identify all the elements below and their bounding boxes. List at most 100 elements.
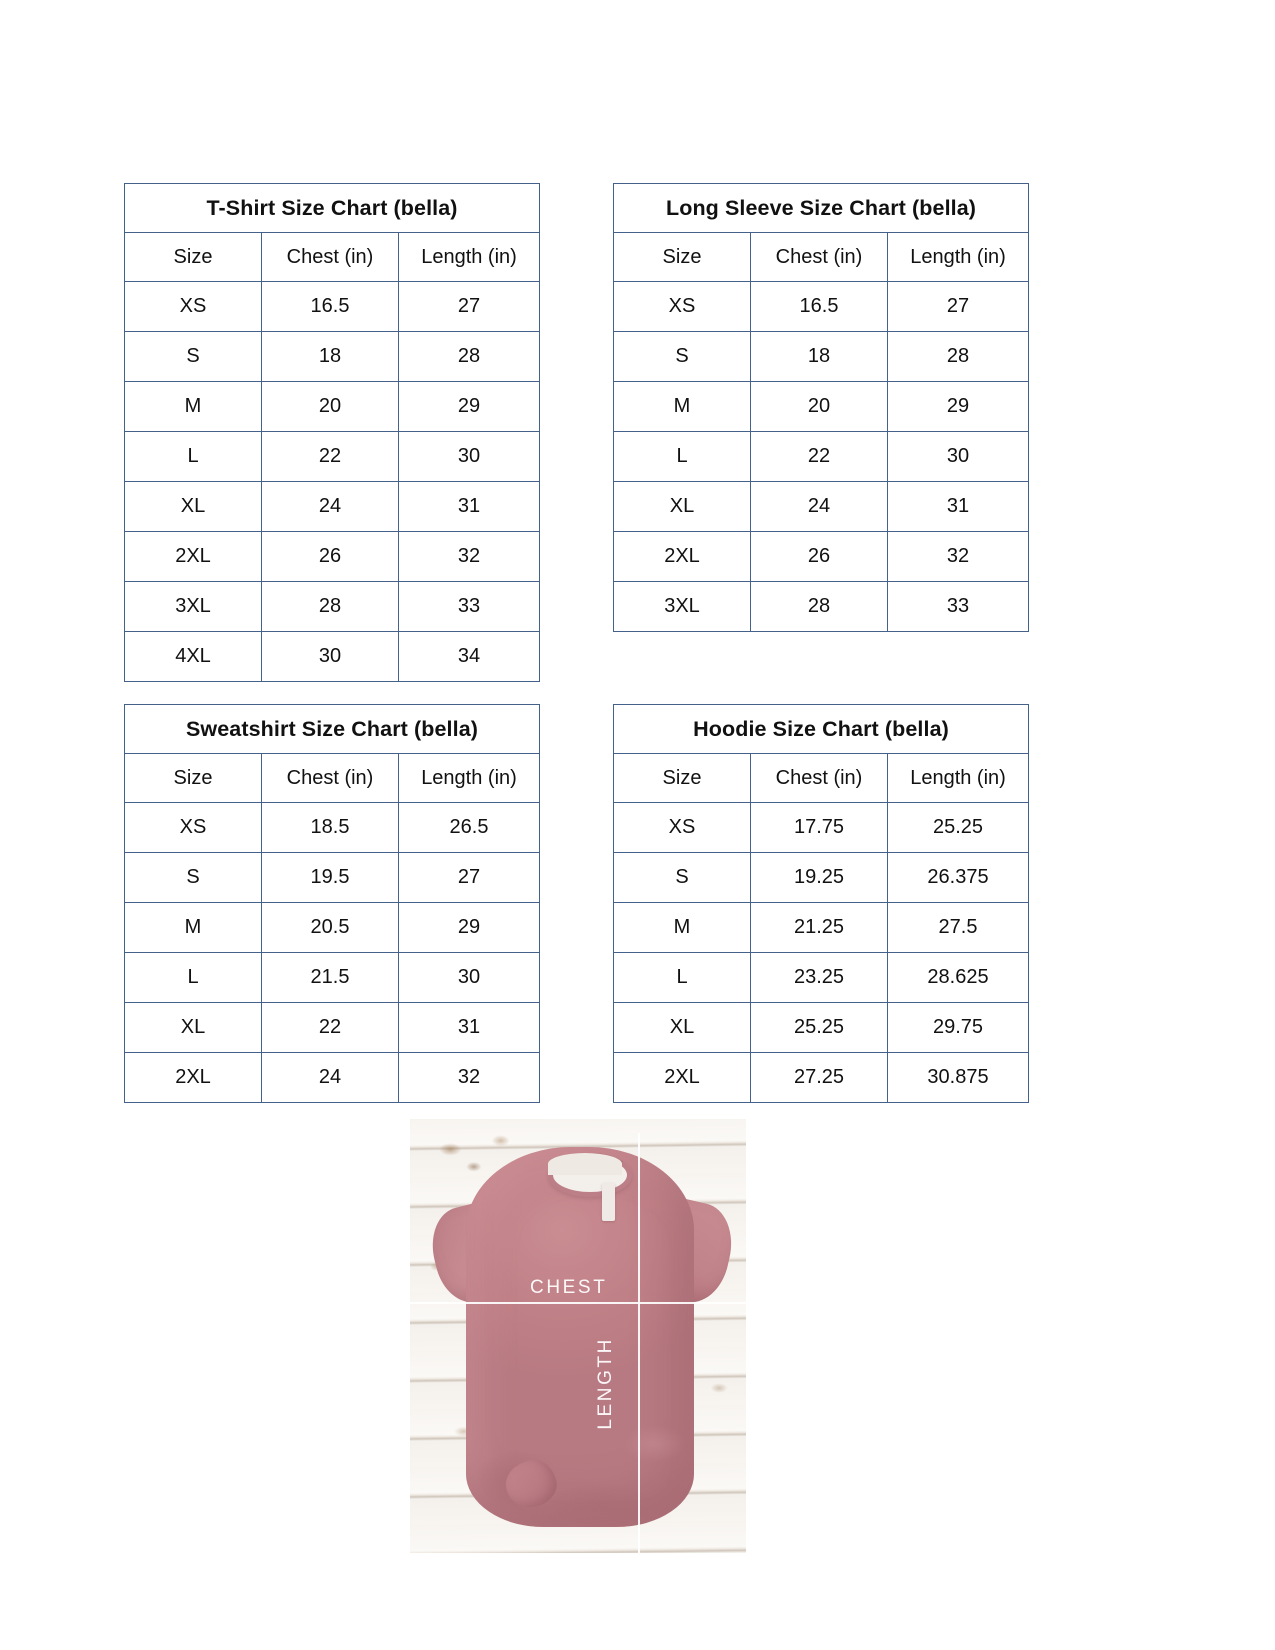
cell-chest: 20.5 bbox=[261, 902, 399, 953]
cell-size: 3XL bbox=[124, 581, 262, 632]
cell-size: L bbox=[124, 431, 262, 482]
cell-size: M bbox=[613, 381, 751, 432]
cell-length: 31 bbox=[397, 481, 541, 532]
table-row: L 22 30 bbox=[613, 431, 1030, 482]
table-title-row: Sweatshirt Size Chart (bella) bbox=[123, 704, 541, 754]
cell-size: 2XL bbox=[613, 531, 751, 582]
cell-chest: 18 bbox=[750, 331, 888, 382]
chest-measurement-label: CHEST bbox=[530, 1277, 608, 1298]
column-header-size: Size bbox=[613, 753, 751, 803]
cell-chest: 19.5 bbox=[261, 852, 399, 903]
chest-measurement-line bbox=[410, 1302, 746, 1304]
tshirt-body bbox=[466, 1147, 694, 1527]
table-row: S 18 28 bbox=[124, 331, 541, 382]
cell-chest: 30 bbox=[261, 631, 399, 682]
table-row: M 20.5 29 bbox=[124, 902, 541, 953]
table-row: 3XL 28 33 bbox=[124, 581, 541, 632]
cell-length: 29 bbox=[397, 902, 541, 953]
cell-size: M bbox=[124, 381, 262, 432]
cell-chest: 25.25 bbox=[750, 1002, 888, 1053]
cell-length: 30.875 bbox=[886, 1052, 1030, 1103]
cell-chest: 18 bbox=[261, 331, 399, 382]
cell-length: 27 bbox=[397, 852, 541, 903]
cell-length: 27 bbox=[397, 281, 541, 332]
cell-size: XL bbox=[613, 1002, 751, 1053]
table-row: L 22 30 bbox=[124, 431, 541, 482]
sweatshirt-chart-title: Sweatshirt Size Chart (bella) bbox=[123, 704, 541, 754]
table-row: XL 24 31 bbox=[124, 481, 541, 532]
table-header-row: Size Chest (in) Length (in) bbox=[124, 753, 541, 803]
cell-chest: 26 bbox=[261, 531, 399, 582]
cell-chest: 21.5 bbox=[261, 952, 399, 1003]
longsleeve-chart-title: Long Sleeve Size Chart (bella) bbox=[612, 183, 1030, 233]
cell-size: S bbox=[124, 331, 262, 382]
table-row: S 19.5 27 bbox=[124, 852, 541, 903]
cell-length: 31 bbox=[886, 481, 1030, 532]
cell-chest: 26 bbox=[750, 531, 888, 582]
cell-size: L bbox=[124, 952, 262, 1003]
table-row: L 21.5 30 bbox=[124, 952, 541, 1003]
cell-chest: 28 bbox=[261, 581, 399, 632]
cell-size: XL bbox=[124, 481, 262, 532]
column-header-size: Size bbox=[124, 753, 262, 803]
cell-chest: 17.75 bbox=[750, 802, 888, 853]
cell-length: 32 bbox=[397, 531, 541, 582]
cell-size: 4XL bbox=[124, 631, 262, 682]
cell-length: 31 bbox=[397, 1002, 541, 1053]
hoodie-chart-title: Hoodie Size Chart (bella) bbox=[612, 704, 1030, 754]
cell-size: 2XL bbox=[124, 1052, 262, 1103]
cell-length: 28.625 bbox=[886, 952, 1030, 1003]
cell-length: 32 bbox=[397, 1052, 541, 1103]
cell-chest: 22 bbox=[261, 431, 399, 482]
cell-length: 34 bbox=[397, 631, 541, 682]
column-header-length: Length (in) bbox=[397, 232, 541, 282]
cell-chest: 16.5 bbox=[261, 281, 399, 332]
cell-chest: 16.5 bbox=[750, 281, 888, 332]
tshirt-collar bbox=[548, 1153, 632, 1197]
cell-length: 29 bbox=[886, 381, 1030, 432]
longsleeve-size-chart-table: Long Sleeve Size Chart (bella) Size Ches… bbox=[612, 183, 1030, 632]
column-header-size: Size bbox=[613, 232, 751, 282]
table-row: 2XL 26 32 bbox=[613, 531, 1030, 582]
table-row: 3XL 28 33 bbox=[613, 581, 1030, 632]
cell-size: XS bbox=[613, 281, 751, 332]
cell-length: 25.25 bbox=[886, 802, 1030, 853]
cell-length: 30 bbox=[397, 431, 541, 482]
cell-size: M bbox=[124, 902, 262, 953]
cell-size: XS bbox=[124, 281, 262, 332]
cell-length: 32 bbox=[886, 531, 1030, 582]
cell-chest: 20 bbox=[261, 381, 399, 432]
cell-chest: 18.5 bbox=[261, 802, 399, 853]
column-header-chest: Chest (in) bbox=[261, 232, 399, 282]
cell-size: 3XL bbox=[613, 581, 751, 632]
column-header-chest: Chest (in) bbox=[261, 753, 399, 803]
cell-size: XS bbox=[124, 802, 262, 853]
table-row: 2XL 24 32 bbox=[124, 1052, 541, 1103]
table-header-row: Size Chest (in) Length (in) bbox=[613, 753, 1030, 803]
length-measurement-label: LENGTH bbox=[595, 1337, 616, 1430]
cell-chest: 22 bbox=[261, 1002, 399, 1053]
column-header-length: Length (in) bbox=[886, 753, 1030, 803]
cell-size: XS bbox=[613, 802, 751, 853]
cell-length: 30 bbox=[397, 952, 541, 1003]
tshirt-chart-title: T-Shirt Size Chart (bella) bbox=[123, 183, 541, 233]
table-row: XL 24 31 bbox=[613, 481, 1030, 532]
cell-size: 2XL bbox=[613, 1052, 751, 1103]
table-row: 4XL 30 34 bbox=[124, 631, 541, 682]
tshirt-brand-tag bbox=[602, 1183, 615, 1221]
cell-length: 28 bbox=[397, 331, 541, 382]
cell-chest: 22 bbox=[750, 431, 888, 482]
cell-chest: 19.25 bbox=[750, 852, 888, 903]
cell-length: 26.375 bbox=[886, 852, 1030, 903]
tshirt-size-chart-table: T-Shirt Size Chart (bella) Size Chest (i… bbox=[123, 183, 541, 682]
cell-size: S bbox=[613, 331, 751, 382]
cell-length: 33 bbox=[886, 581, 1030, 632]
table-row: 2XL 27.25 30.875 bbox=[613, 1052, 1030, 1103]
cell-length: 29.75 bbox=[886, 1002, 1030, 1053]
cell-length: 30 bbox=[886, 431, 1030, 482]
table-row: 2XL 26 32 bbox=[124, 531, 541, 582]
cell-chest: 21.25 bbox=[750, 902, 888, 953]
table-row: XL 22 31 bbox=[124, 1002, 541, 1053]
cell-chest: 24 bbox=[750, 481, 888, 532]
